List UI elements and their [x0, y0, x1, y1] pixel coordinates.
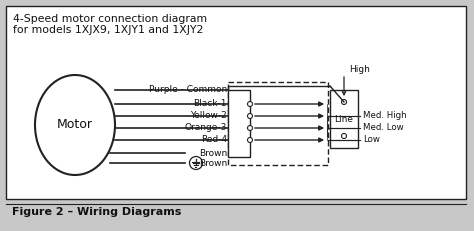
Text: Med. Low: Med. Low [363, 124, 404, 133]
Text: Brown: Brown [199, 158, 227, 167]
Text: Low: Low [363, 136, 380, 145]
Text: Med. High: Med. High [363, 112, 407, 121]
Circle shape [247, 125, 253, 131]
Text: Red-4: Red-4 [201, 136, 227, 145]
Text: Purple - Common: Purple - Common [149, 85, 227, 94]
Text: Brown: Brown [199, 149, 227, 158]
Bar [330, 90, 358, 148]
Bar [228, 90, 250, 157]
Text: Black-1: Black-1 [193, 100, 227, 109]
Circle shape [247, 101, 253, 106]
Text: Yellow-2: Yellow-2 [190, 112, 227, 121]
Text: Line: Line [335, 115, 354, 124]
Circle shape [247, 113, 253, 119]
Circle shape [247, 137, 253, 143]
Text: Figure 2 – Wiring Diagrams: Figure 2 – Wiring Diagrams [12, 207, 182, 217]
Text: 4-Speed motor connection diagram: 4-Speed motor connection diagram [13, 14, 207, 24]
Text: Motor: Motor [57, 119, 93, 131]
Ellipse shape [35, 75, 115, 175]
Text: High: High [349, 65, 370, 74]
Text: for models 1XJX9, 1XJY1 and 1XJY2: for models 1XJX9, 1XJY1 and 1XJY2 [13, 25, 203, 35]
Text: Orange-3: Orange-3 [185, 124, 227, 133]
Circle shape [341, 100, 346, 104]
Bar [228, 82, 328, 165]
Bar [6, 6, 466, 199]
Circle shape [190, 156, 202, 170]
Circle shape [341, 134, 346, 139]
